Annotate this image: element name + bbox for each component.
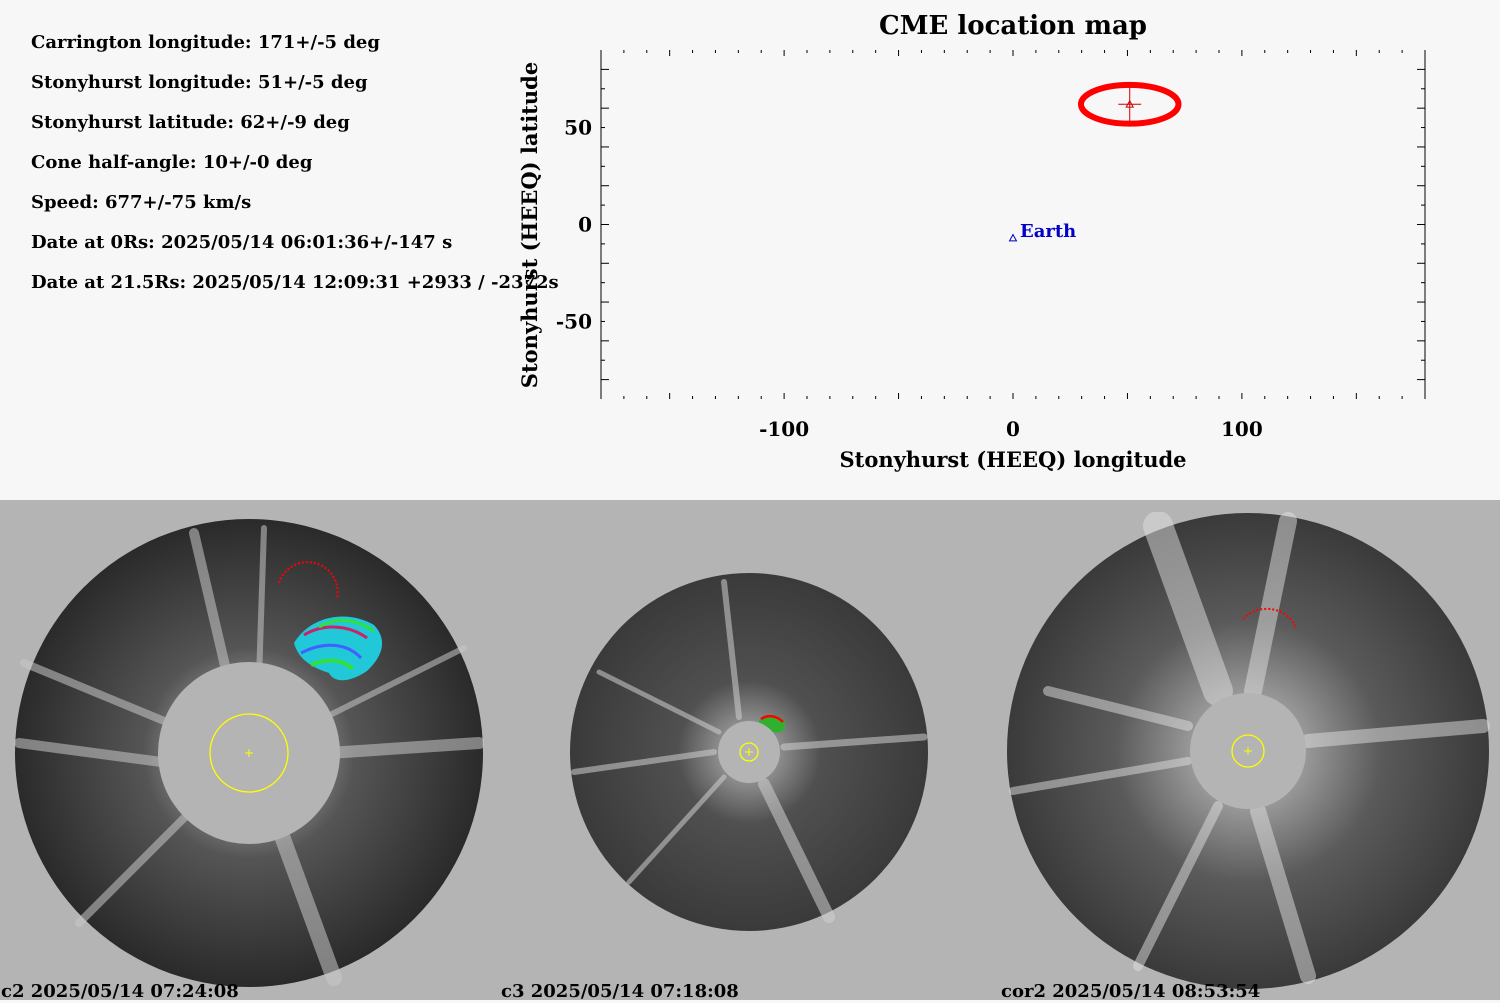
param-date-21-5rs: Date at 21.5Rs: 2025/05/14 12:09:31 +293… (31, 272, 559, 293)
y-tick-label: 50 (564, 116, 592, 140)
parameter-list: Carrington longitude: 171+/-5 deg Stonyh… (31, 30, 559, 310)
y-tick-label: -50 (556, 309, 592, 333)
c3-image (570, 573, 928, 931)
x-axis-label: Stonyhurst (HEEQ) longitude (839, 447, 1186, 472)
c2-sun-center (245, 749, 253, 757)
c2-caption: c2 2025/05/14 07:24:08 (1, 981, 239, 1002)
param-carrington-longitude: Carrington longitude: 171+/-5 deg (31, 32, 380, 53)
c3-sun-center (745, 748, 753, 756)
x-tick-label: -100 (759, 417, 809, 441)
cor2-cme-front (1242, 607, 1297, 630)
cor2-image (1007, 512, 1490, 989)
c3-streamers (571, 579, 928, 923)
y-tick-label: 0 (578, 213, 592, 237)
summary-area: Carrington longitude: 171+/-5 deg Stonyh… (0, 0, 1500, 500)
y-axis-label: Stonyhurst (HEEQ) latitude (517, 62, 542, 388)
c2-cme-front (278, 561, 339, 599)
param-speed: Speed: 677+/-75 km/s (31, 192, 252, 213)
x-tick-label: 100 (1221, 417, 1263, 441)
chart-title: CME location map (879, 11, 1147, 41)
earth-label: Earth (1020, 221, 1076, 242)
param-date-0rs: Date at 0Rs: 2025/05/14 06:01:36+/-147 s (31, 232, 453, 253)
c3-caption: c3 2025/05/14 07:18:08 (501, 981, 739, 1002)
cme-marker (1125, 99, 1135, 108)
cor2-streamers (1009, 512, 1490, 984)
param-stonyhurst-latitude: Stonyhurst latitude: 62+/-9 deg (31, 112, 350, 133)
c3-sun-limb (739, 742, 759, 762)
cor2-sun-center (1244, 747, 1252, 755)
plot-axes: -100 0 100 -50 0 50 (556, 50, 1426, 441)
param-cone-half-angle: Cone half-angle: 10+/-0 deg (31, 152, 313, 173)
cme-location-map: CME location map Stonyhurst (HEEQ) longi… (517, 11, 1426, 472)
earth-marker (1008, 233, 1018, 242)
c2-streamers (14, 525, 484, 986)
c2-cme-mask (294, 616, 383, 681)
cor2-sun-limb (1231, 734, 1265, 768)
plot-marks: Earth (1008, 81, 1182, 242)
x-tick-label: 0 (1006, 417, 1020, 441)
coronagraph-strip: c2 2025/05/14 07:24:08 c3 2025/05/14 07:… (0, 500, 1500, 1002)
c2-sun-limb (209, 713, 289, 793)
cor2-caption: cor2 2025/05/14 08:53:54 (1001, 981, 1261, 1002)
param-stonyhurst-longitude: Stonyhurst longitude: 51+/-5 deg (31, 72, 368, 93)
cme-cone-footprint (1077, 81, 1182, 127)
c2-image (14, 519, 484, 987)
